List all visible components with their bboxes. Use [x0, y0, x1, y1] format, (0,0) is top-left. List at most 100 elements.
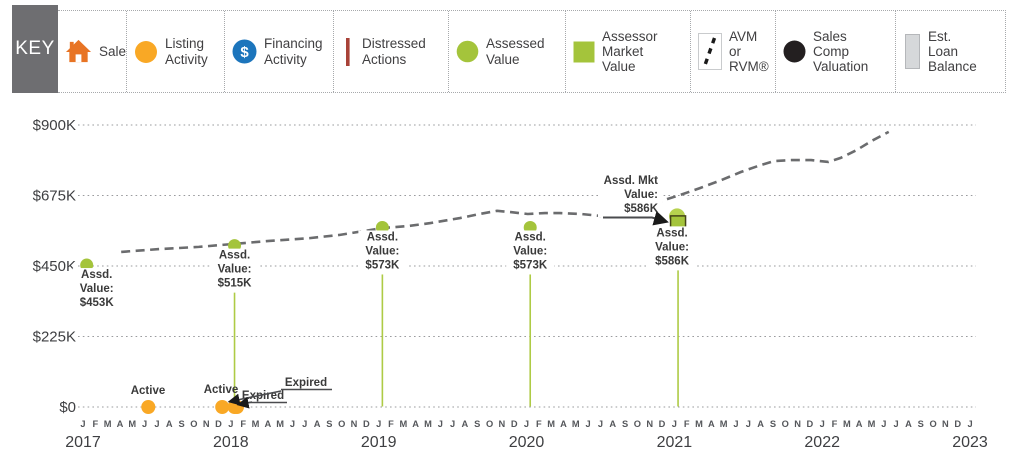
assessed-value-label: $573K: [365, 259, 400, 271]
month-tick-label: A: [856, 419, 863, 429]
label-bg: [648, 226, 697, 271]
month-tick-label: O: [190, 419, 197, 429]
key-item-label: Sale: [99, 43, 127, 59]
assessed-value-label: $453K: [80, 297, 115, 309]
assessed-value-label: Assd.: [81, 269, 112, 281]
month-tick-label: D: [363, 419, 370, 429]
sale-house-icon: [65, 38, 92, 65]
month-tick-label: J: [302, 419, 307, 429]
year-label: 2018: [213, 434, 249, 451]
month-tick-label: M: [547, 419, 555, 429]
month-tick-label: F: [388, 419, 394, 429]
month-tick-label: J: [746, 419, 751, 429]
assessor-market-value-label: Value:: [624, 189, 658, 201]
key-item-label: Listing Activity: [165, 36, 208, 67]
y-axis-tick-label: $900K: [33, 117, 76, 134]
assessed-value-label: Value:: [218, 264, 252, 276]
month-tick-label: F: [536, 419, 542, 429]
month-tick-label: N: [794, 419, 801, 429]
month-tick-label: M: [128, 419, 136, 429]
y-axis-tick-label: $675K: [33, 188, 76, 205]
key-items: Sale Listing Activity $ Financing Activi…: [58, 10, 1006, 93]
month-tick-label: M: [276, 419, 284, 429]
key-item-label: AVM or RVM®: [729, 28, 769, 75]
month-tick-label: S: [622, 419, 628, 429]
month-tick-label: A: [708, 419, 715, 429]
key-item-label: Financing Activity: [264, 36, 323, 67]
year-label: 2019: [361, 434, 397, 451]
avm-rvm-line: [121, 130, 890, 254]
assessed-value-label: $586K: [655, 255, 690, 267]
month-tick-label: F: [684, 419, 690, 429]
month-tick-label: D: [215, 419, 222, 429]
month-tick-label: S: [326, 419, 332, 429]
svg-text:$: $: [240, 44, 249, 61]
month-tick-label: D: [659, 419, 666, 429]
y-axis-tick-label: $225K: [33, 329, 76, 346]
label-bg: [358, 230, 407, 275]
month-tick-label: A: [609, 419, 616, 429]
month-tick-label: M: [868, 419, 876, 429]
month-tick-label: J: [733, 419, 738, 429]
month-tick-label: O: [486, 419, 493, 429]
assessed-value-label: Value:: [365, 245, 399, 257]
key-item-label: Distressed Actions: [362, 36, 426, 67]
month-tick-label: J: [967, 419, 972, 429]
assessor-market-value-label: Assd. Mkt: [604, 175, 658, 187]
month-tick-label: J: [524, 419, 529, 429]
year-label: 2017: [65, 434, 101, 451]
month-tick-label: J: [881, 419, 886, 429]
label-bg: [72, 268, 121, 313]
month-tick-label: D: [807, 419, 814, 429]
listing-event-dot: [141, 400, 156, 414]
month-tick-label: M: [695, 419, 703, 429]
assessed-value-label: Assd.: [656, 227, 687, 239]
month-tick-label: J: [154, 419, 159, 429]
month-tick-label: S: [474, 419, 480, 429]
month-tick-label: A: [905, 419, 912, 429]
month-tick-label: J: [586, 419, 591, 429]
listing-event-dot: [215, 400, 230, 414]
month-tick-label: J: [142, 419, 147, 429]
key-item-avm-or-rvm: AVM or RVM®: [690, 11, 775, 92]
assessor-market-value-label: $586K: [624, 203, 659, 215]
month-tick-label: O: [338, 419, 345, 429]
month-tick-label: O: [782, 419, 789, 429]
listing-activity-icon: [134, 40, 158, 64]
expired-label: Expired: [285, 377, 327, 389]
month-tick-label: N: [942, 419, 949, 429]
year-label: 2023: [952, 434, 988, 451]
assessed-value-label: $573K: [513, 259, 548, 271]
financing-dollar-icon: $: [232, 39, 257, 64]
key-item-financing-activity: $ Financing Activity: [224, 11, 333, 92]
y-axis-tick-label: $450K: [33, 258, 76, 275]
month-tick-label: S: [770, 419, 776, 429]
month-tick-label: M: [399, 419, 407, 429]
month-tick-label: M: [843, 419, 851, 429]
key-item-label: Assessor Market Value: [602, 28, 658, 75]
month-tick-label: A: [412, 419, 419, 429]
month-tick-label: A: [314, 419, 321, 429]
est-loan-balance-icon: [903, 34, 921, 69]
month-tick-label: N: [499, 419, 506, 429]
month-tick-label: N: [351, 419, 358, 429]
month-tick-label: A: [264, 419, 271, 429]
month-tick-label: J: [672, 419, 677, 429]
month-tick-label: A: [462, 419, 469, 429]
assessed-value-label: Value:: [80, 283, 114, 295]
key-legend: KEY Sale Listing Activity: [12, 5, 1006, 93]
month-tick-label: M: [104, 419, 112, 429]
month-tick-label: F: [832, 419, 838, 429]
active-label: Active: [204, 384, 239, 396]
key-item-label: Assessed Value: [486, 36, 545, 67]
sales-comp-valuation-icon: [783, 40, 806, 63]
key-item-label: Est. Loan Balance: [928, 28, 977, 75]
assessed-value-label: Assd.: [367, 231, 398, 243]
month-tick-label: M: [720, 419, 728, 429]
expired-leader-arrow: [236, 396, 253, 409]
year-label: 2021: [657, 434, 693, 451]
month-tick-label: F: [240, 419, 246, 429]
month-tick-label: D: [511, 419, 518, 429]
